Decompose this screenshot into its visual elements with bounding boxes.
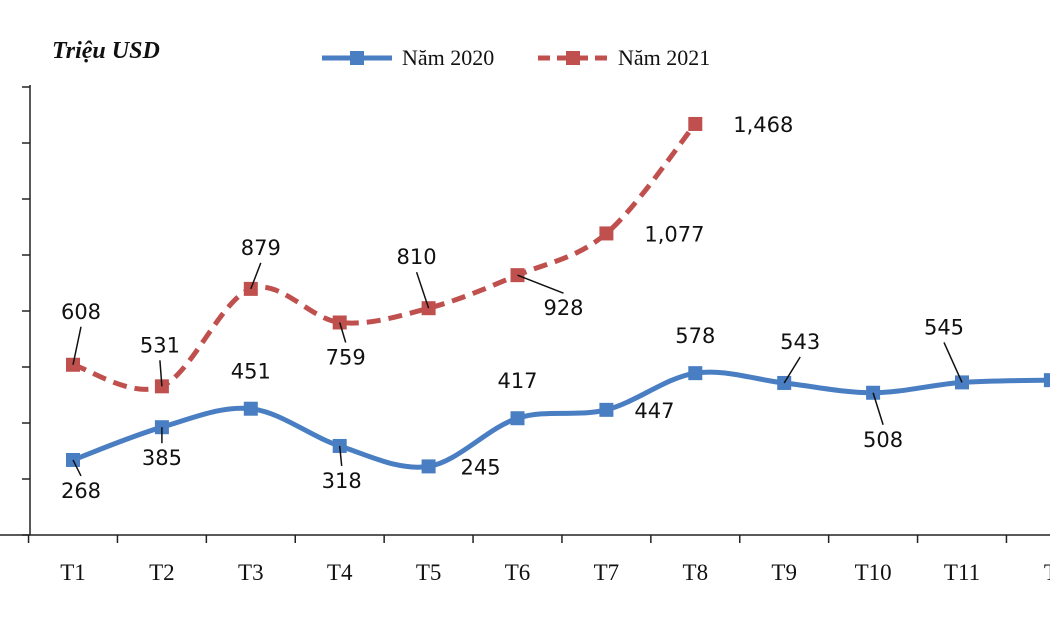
series-0-marker xyxy=(1043,373,1050,388)
data-label-leader xyxy=(338,322,347,343)
data-label: 447 xyxy=(634,399,674,423)
series-0-marker xyxy=(688,366,703,381)
series-1-marker xyxy=(688,116,703,131)
series-0-marker xyxy=(599,402,614,417)
data-label-leader xyxy=(72,326,82,365)
axes: T1 T2 T3 T4 T5 T6 T7 T8 T9 T10 T11 T xyxy=(0,85,1050,585)
legend-marker-2020 xyxy=(350,51,364,65)
x-tick-label: T6 xyxy=(505,560,531,585)
data-label: 879 xyxy=(241,236,281,260)
series-0-marker xyxy=(421,459,436,474)
data-label: 543 xyxy=(780,330,820,354)
x-tick-label: T xyxy=(1044,560,1050,585)
x-tick-label: T5 xyxy=(416,560,442,585)
data-label: 578 xyxy=(675,324,715,348)
data-label: 417 xyxy=(497,369,537,393)
data-label: 928 xyxy=(543,296,583,320)
data-label-leader xyxy=(517,274,564,294)
legend-label-2020: Năm 2020 xyxy=(402,45,494,70)
series-0-marker xyxy=(510,411,525,426)
data-label-leader xyxy=(783,356,801,384)
data-label-leader xyxy=(415,271,430,309)
data-label-leader xyxy=(72,459,82,477)
data-label-leader xyxy=(159,360,163,387)
data-label-leader xyxy=(872,392,884,425)
x-tick-label: T9 xyxy=(771,560,797,585)
x-tick-label: T4 xyxy=(327,560,353,585)
data-label: 608 xyxy=(61,300,101,324)
x-tick-label: T11 xyxy=(944,560,980,585)
data-label: 268 xyxy=(61,479,101,503)
data-label: 810 xyxy=(397,245,437,269)
data-label: 1,468 xyxy=(733,113,793,137)
series-1-marker xyxy=(599,226,614,241)
data-label: 451 xyxy=(231,360,271,384)
data-label-leader xyxy=(250,262,262,290)
x-tick-label: T1 xyxy=(60,560,86,585)
data-label: 531 xyxy=(140,333,180,357)
data-label: 759 xyxy=(326,345,366,369)
data-label: 318 xyxy=(322,469,362,493)
y-axis-unit-label: Triệu USD xyxy=(52,38,160,64)
data-label: 545 xyxy=(924,315,964,339)
data-label: 245 xyxy=(461,455,501,479)
data-labels-layer: 268 385 451 318 245 417 447 578 543 508 545 608 531 8… xyxy=(61,113,964,503)
legend-label-2021: Năm 2021 xyxy=(618,45,710,70)
x-tick-label: T7 xyxy=(594,560,620,585)
data-label: 385 xyxy=(142,446,182,470)
data-label: 508 xyxy=(863,428,903,452)
data-label-leader xyxy=(943,342,963,383)
series-line-0 xyxy=(70,369,1050,470)
x-tick-label: T10 xyxy=(855,560,892,585)
legend-marker-2021 xyxy=(566,51,580,65)
x-tick-label: T8 xyxy=(683,560,709,585)
data-label: 1,077 xyxy=(644,222,704,246)
data-label-leader xyxy=(338,445,343,467)
x-tick-label: T3 xyxy=(238,560,264,585)
legend: Năm 2020 Năm 2021 xyxy=(322,45,710,70)
series-0-marker xyxy=(243,401,258,416)
x-tick-label: T2 xyxy=(149,560,175,585)
series-1-marker xyxy=(243,281,258,296)
